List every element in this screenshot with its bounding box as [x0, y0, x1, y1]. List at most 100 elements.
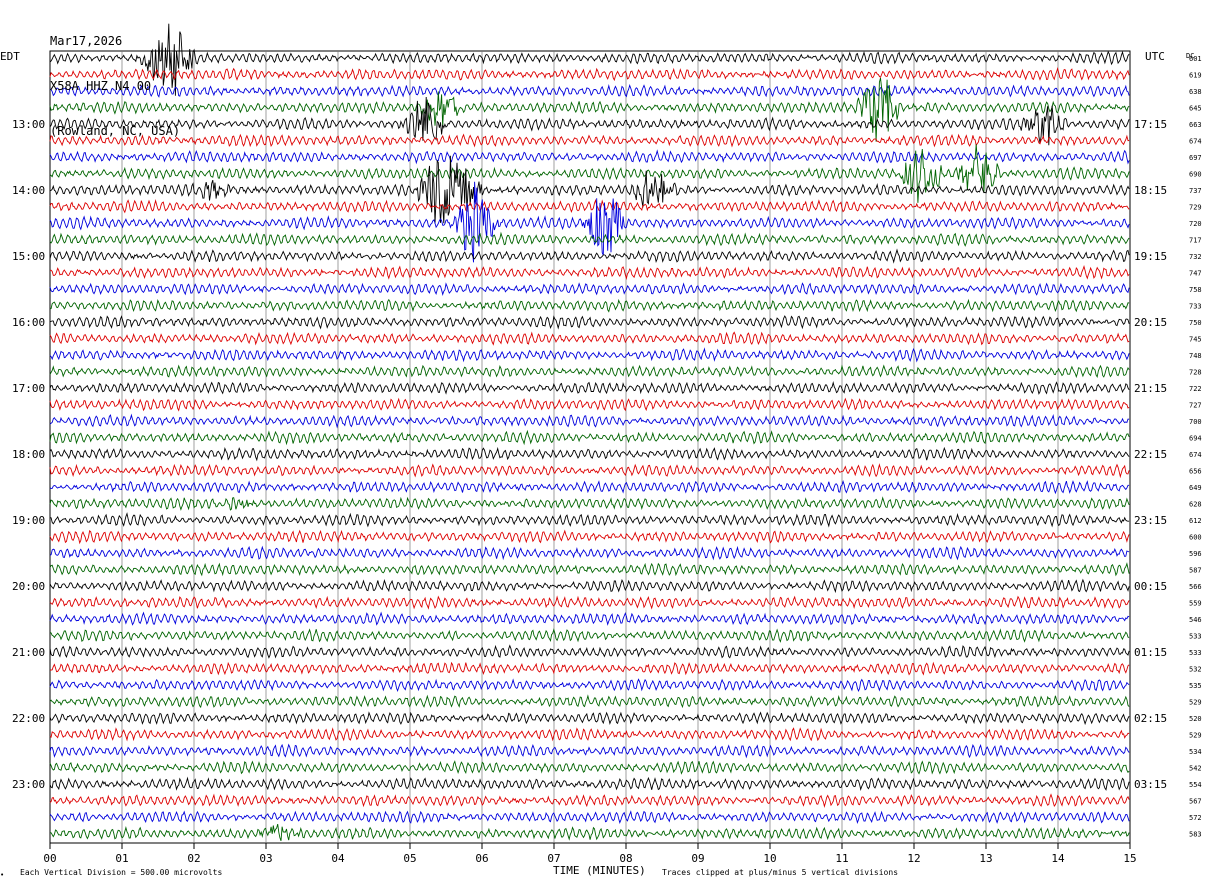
edt-hour-label: 14:00 [12, 184, 45, 197]
dc-offset-label: 674 [1189, 138, 1202, 146]
header-block: Mar17,2026 X58A HHZ N4 00 (Rowland, NC, … [50, 4, 180, 154]
edt-hour-label: 21:00 [12, 646, 45, 659]
dc-offset-label: 542 [1189, 765, 1202, 773]
utc-hour-label: 00:15 [1134, 580, 1167, 593]
edt-axis-label: EDT [0, 50, 20, 63]
dc-offset-label: 535 [1189, 682, 1202, 690]
seismic-trace [49, 381, 1130, 395]
seismic-trace [49, 347, 1130, 363]
dc-offset-label: 567 [1189, 798, 1202, 806]
dc-offset-label: 732 [1189, 253, 1202, 261]
dc-offset-label: 697 [1189, 154, 1202, 162]
x-tick-label: 01 [115, 852, 128, 865]
x-tick-label: 06 [475, 852, 488, 865]
x-tick-label: 04 [331, 852, 345, 865]
utc-hour-label: 18:15 [1134, 184, 1167, 197]
dc-offset-label: 720 [1189, 220, 1202, 228]
seismic-trace [49, 83, 1130, 98]
seismic-trace [49, 298, 1130, 313]
dc-offset-label: 638 [1189, 88, 1202, 96]
x-tick-label: 08 [619, 852, 632, 865]
seismic-trace [49, 578, 1130, 594]
seismic-trace [49, 595, 1130, 610]
seismic-trace [49, 628, 1130, 643]
edt-hour-label: 17:00 [12, 382, 45, 395]
dc-offset-label: 554 [1189, 781, 1202, 789]
seismic-trace [49, 231, 1130, 247]
x-tick-label: 14 [1051, 852, 1065, 865]
utc-hour-label: 19:15 [1134, 250, 1167, 263]
x-tick-label: 00 [43, 852, 56, 865]
seismic-trace [49, 429, 1130, 446]
dc-offset-label: 532 [1189, 666, 1202, 674]
edt-hour-label: 16:00 [12, 316, 45, 329]
x-tick-label: 02 [187, 852, 200, 865]
dc-offset-label: 583 [1189, 831, 1202, 839]
dc-offset-labels: 601 619 638 645 663 674 697 690 737 729 720 717 732 7… [1189, 55, 1202, 839]
dc-offset-label: 520 [1189, 715, 1202, 723]
plot-frame [49, 50, 1131, 844]
utc-hour-label: 23:15 [1134, 514, 1167, 527]
dc-offset-label: 533 [1189, 633, 1202, 641]
edt-hour-label: 18:00 [12, 448, 45, 461]
seismic-trace [49, 181, 1130, 263]
x-tick-label: 15 [1123, 852, 1136, 865]
seismic-trace [49, 810, 1130, 824]
dc-offset-label: 529 [1189, 699, 1202, 707]
x-tick-label: 13 [979, 852, 992, 865]
seismic-trace [49, 727, 1130, 742]
seismic-trace [49, 496, 1130, 511]
header-location: (Rowland, NC, USA) [50, 124, 181, 138]
dc-offset-label: 733 [1189, 303, 1202, 311]
corner-mark: • [0, 871, 4, 879]
dc-offset-label: 600 [1189, 534, 1202, 542]
seismic-trace [49, 66, 1130, 82]
seismic-trace [49, 545, 1130, 561]
utc-hour-label: 22:15 [1134, 448, 1167, 461]
dc-offset-label: 619 [1189, 72, 1202, 80]
dc-offset-label: 700 [1189, 418, 1202, 426]
edt-hour-label: 15:00 [12, 250, 45, 263]
dc-offset-label: 628 [1189, 501, 1202, 509]
edt-hour-label: 22:00 [12, 712, 45, 725]
seismic-trace [49, 144, 1130, 203]
edt-hour-labels: 13:00 14:00 15:00 16:00 17:00 18:00 19:00 20:00… [12, 118, 45, 791]
seismic-trace [49, 793, 1130, 809]
x-tick-label: 09 [691, 852, 704, 865]
seismic-trace [49, 760, 1130, 775]
dc-offset-label: 694 [1189, 435, 1202, 443]
x-tick-label: 03 [259, 852, 272, 865]
seismic-trace [49, 611, 1130, 626]
seismic-trace [49, 96, 1130, 146]
dc-offset-label: 717 [1189, 237, 1202, 245]
utc-hour-label: 03:15 [1134, 778, 1167, 791]
dc-offset-label: 747 [1189, 270, 1202, 278]
seismic-trace [49, 331, 1130, 346]
utc-hour-label: 20:15 [1134, 316, 1167, 329]
utc-axis-label: UTC [1145, 50, 1165, 63]
x-tick-label: 11 [835, 852, 848, 865]
clipping-note: Traces clipped at plus/minus 5 vertical … [662, 868, 898, 877]
dc-offset-label: 534 [1189, 748, 1202, 756]
seismic-trace [49, 823, 1130, 842]
edt-hour-label: 23:00 [12, 778, 45, 791]
dc-offset-label: 758 [1189, 286, 1202, 294]
edt-hour-label: 19:00 [12, 514, 45, 527]
header-date: Mar17,2026 [50, 34, 123, 48]
utc-hour-labels: 17:15 18:15 19:15 20:15 21:15 22:15 23:15 00:15… [1134, 118, 1167, 791]
dc-offset-label: 559 [1189, 600, 1202, 608]
utc-hour-label: 02:15 [1134, 712, 1167, 725]
dc-offset-label: 674 [1189, 451, 1202, 459]
dc-offset-label: 729 [1189, 204, 1202, 212]
dc-offset-label: 587 [1189, 567, 1202, 575]
header-station: X58A HHZ N4 00 [50, 79, 152, 93]
dc-offset-label: 566 [1189, 583, 1202, 591]
dc-offset-label: 645 [1189, 105, 1202, 113]
x-tick-label: 07 [547, 852, 560, 865]
seismic-trace [49, 678, 1130, 693]
seismic-trace [49, 512, 1130, 528]
dc-offset-label: 546 [1189, 616, 1202, 624]
seismic-trace [49, 480, 1130, 495]
seismic-traces [49, 23, 1130, 842]
